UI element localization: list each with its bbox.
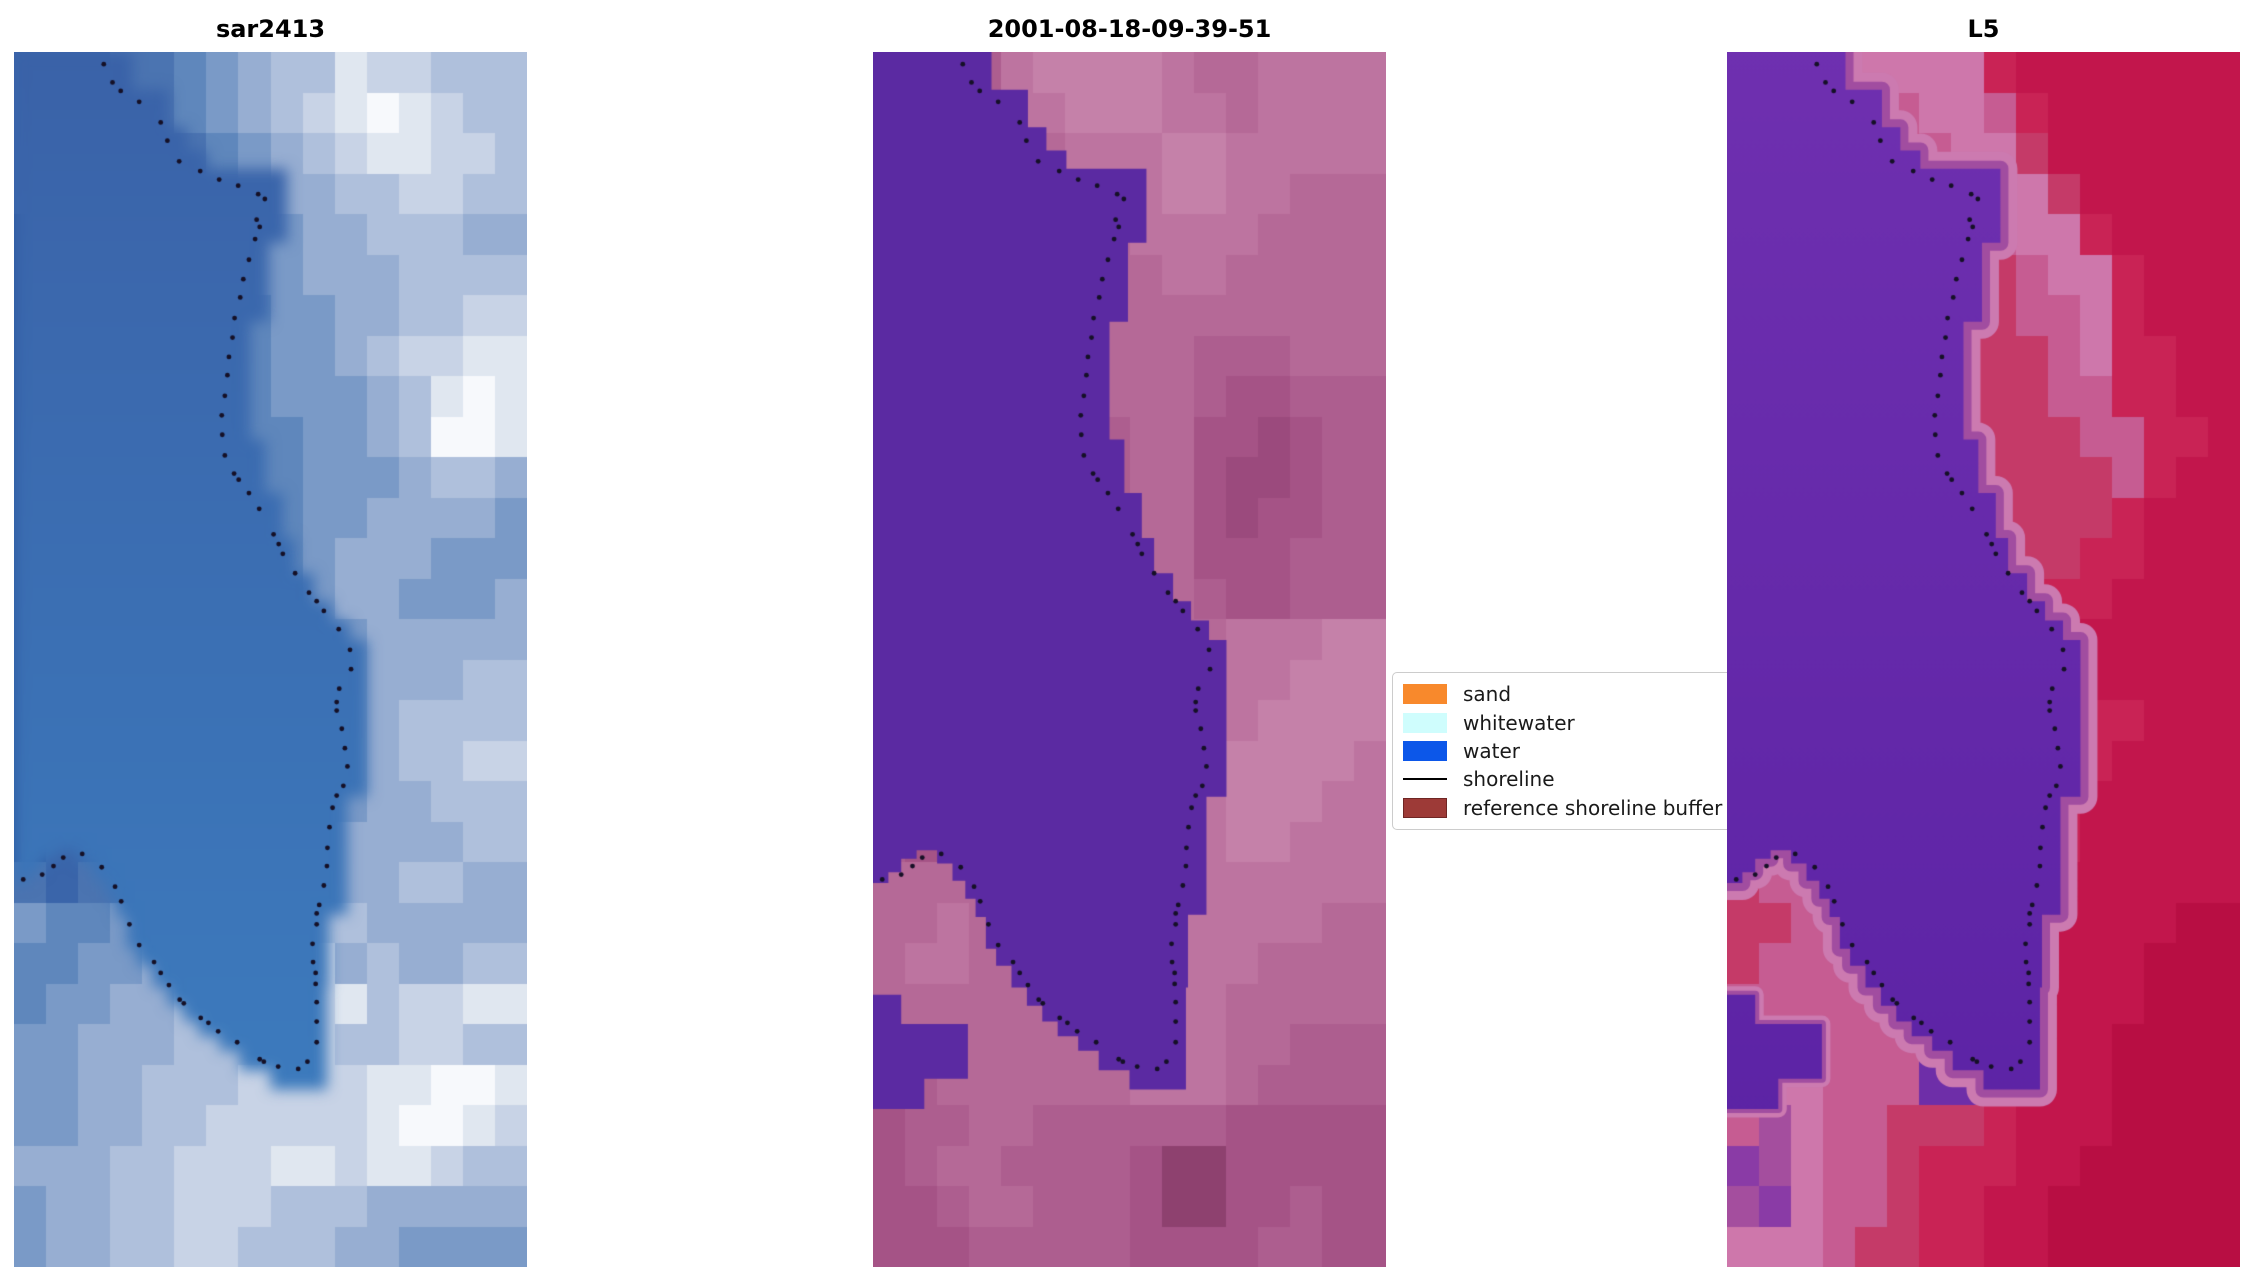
legend-item-reference-buffer: reference shoreline buffer <box>1403 794 1734 821</box>
panel-title-date: 2001-08-18-09-39-51 <box>987 15 1272 43</box>
reference-buffer-swatch-icon <box>1403 797 1447 818</box>
classification-legend: sand whitewater water shoreline referenc… <box>1392 672 1745 830</box>
water-swatch-icon <box>1403 740 1447 761</box>
legend-label: whitewater <box>1463 710 1575 735</box>
legend-label: sand <box>1463 682 1512 707</box>
panel-title-sar2413: sar2413 <box>215 15 326 43</box>
sar2413-image <box>14 52 527 1267</box>
legend-label: reference shoreline buffer <box>1463 795 1723 820</box>
panel-title-l5: L5 <box>1967 15 2000 43</box>
l5-image <box>1727 52 2240 1267</box>
legend-item-water: water <box>1403 737 1734 764</box>
legend-item-whitewater: whitewater <box>1403 709 1734 736</box>
whitewater-swatch-icon <box>1403 712 1447 733</box>
shoreline-line-icon <box>1403 778 1447 781</box>
legend-label: shoreline <box>1463 767 1555 792</box>
legend-item-shoreline: shoreline <box>1403 766 1734 793</box>
legend-label: water <box>1463 738 1520 763</box>
classified-scene-image <box>873 52 1386 1267</box>
legend-item-sand: sand <box>1403 681 1734 708</box>
sand-swatch-icon <box>1403 684 1447 705</box>
